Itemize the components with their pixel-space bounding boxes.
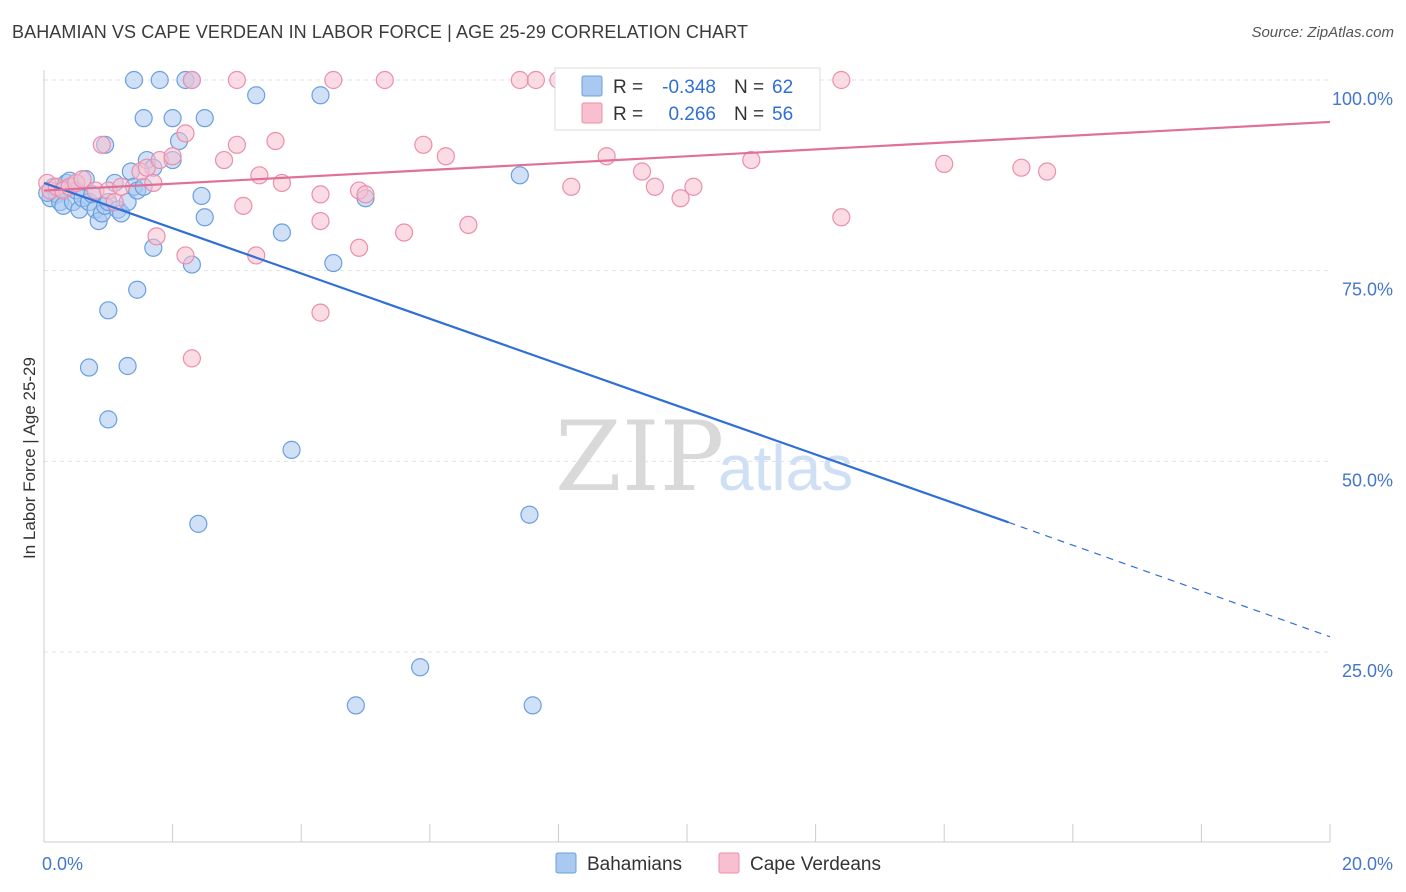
blue-point-31 <box>150 70 169 90</box>
legend-swatch-blue <box>581 75 603 97</box>
legend-n-value-pink: 56 <box>772 104 793 125</box>
blue-point-40 <box>128 280 147 299</box>
ticks-layer: 100.0% 75.0% 50.0% 25.0% 0.0% 20.0% <box>42 89 1393 874</box>
pink-point-28 <box>163 147 182 166</box>
pink-point-57 <box>182 349 201 368</box>
legend-n-label-pink: N = <box>734 104 764 125</box>
y-tick-label-2: 50.0% <box>1342 470 1393 490</box>
legend: R = -0.348 N = 62 R = 0.266 N = 56 <box>554 67 821 131</box>
pink-point-34 <box>356 185 375 204</box>
blue-point-56 <box>520 505 539 524</box>
pink-point-18 <box>324 70 343 90</box>
pink-point-56 <box>311 303 330 322</box>
pink-point-27 <box>266 131 285 151</box>
y-tick-label-1: 75.0% <box>1342 280 1393 300</box>
legend-r-value-blue: -0.348 <box>662 77 716 98</box>
pink-point-26 <box>227 135 246 154</box>
chart-title: BAHAMIAN VS CAPE VERDEAN IN LABOR FORCE … <box>12 22 749 42</box>
pink-point-30 <box>250 166 269 185</box>
legend-r-label-pink: R = <box>613 104 643 125</box>
bottom-legend-swatch-pink <box>718 852 740 874</box>
y-tick-label-3: 25.0% <box>1342 661 1393 681</box>
pink-point-44 <box>645 177 664 196</box>
y-tick-label-0: 100.0% <box>1332 89 1393 109</box>
pink-point-37 <box>597 147 616 166</box>
blue-point-36 <box>311 86 330 105</box>
pink-point-46 <box>671 189 690 208</box>
pink-trend-line <box>43 120 1331 192</box>
blue-point-58 <box>346 696 365 715</box>
blue-point-57 <box>411 658 430 677</box>
blue-point-55 <box>189 514 208 533</box>
pink-point-50 <box>147 227 166 246</box>
pink-point-17 <box>227 70 246 90</box>
legend-n-label-blue: N = <box>734 77 764 98</box>
pink-point-43 <box>562 177 581 196</box>
pink-point-15 <box>92 135 111 154</box>
pink-point-25 <box>176 124 195 143</box>
grid-layer <box>44 79 1330 653</box>
pink-point-29 <box>214 150 234 170</box>
bottom-legend-label-blue: Bahamians <box>587 854 682 875</box>
blue-point-34 <box>163 109 182 128</box>
pink-point-39 <box>632 162 652 181</box>
pink-point-41 <box>1012 158 1031 177</box>
blue-point-41 <box>99 301 118 320</box>
blue-point-33 <box>134 109 153 128</box>
trend-layer <box>43 120 1331 638</box>
pink-point-32 <box>311 185 330 204</box>
watermark-zip: ZIP <box>555 401 724 513</box>
pink-point-51 <box>176 246 195 265</box>
blue-point-49 <box>510 166 529 185</box>
x-tick-label-0: 0.0% <box>42 854 83 874</box>
pink-point-48 <box>311 211 330 231</box>
pink-point-47 <box>234 196 253 215</box>
blue-point-51 <box>118 356 137 376</box>
legend-n-value-blue: 62 <box>772 77 793 98</box>
blue-point-42 <box>192 186 211 206</box>
blue-point-52 <box>79 358 99 377</box>
blue-point-43 <box>195 208 214 227</box>
pink-point-24 <box>832 70 851 90</box>
chart-source: Source: ZipAtlas.com <box>1251 24 1394 41</box>
bottom-legend: Bahamians Cape Verdeans <box>555 852 881 875</box>
blue-point-30 <box>124 70 144 90</box>
pink-point-42 <box>1037 162 1057 181</box>
blue-point-37 <box>195 109 214 128</box>
pink-point-38 <box>742 150 761 170</box>
pink-point-16 <box>182 70 201 90</box>
legend-r-label-blue: R = <box>613 77 643 98</box>
legend-r-value-pink: 0.266 <box>668 104 716 125</box>
pink-point-45 <box>684 177 703 196</box>
pink-point-19 <box>375 70 394 90</box>
pink-point-53 <box>394 223 414 242</box>
pink-point-49 <box>459 215 478 235</box>
pink-point-40 <box>935 154 954 173</box>
bottom-legend-swatch-blue <box>555 852 577 874</box>
blue-point-46 <box>272 223 292 242</box>
pink-point-13 <box>144 173 163 193</box>
pink-point-21 <box>526 70 545 90</box>
bottom-legend-label-pink: Cape Verdeans <box>750 854 881 875</box>
pink-point-36 <box>436 147 455 166</box>
x-tick-label-1: 20.0% <box>1342 854 1393 874</box>
pink-point-35 <box>414 135 433 154</box>
blue-point-54 <box>282 440 301 459</box>
pink-point-55 <box>832 208 851 227</box>
blue-point-59 <box>523 696 542 715</box>
pink-point-52 <box>349 238 369 257</box>
blue-trend-extension <box>1008 521 1331 638</box>
pink-point-20 <box>510 70 529 90</box>
blue-point-35 <box>247 86 266 105</box>
blue-trend-line <box>43 181 1009 524</box>
y-axis-label: In Labor Force | Age 25-29 <box>20 357 39 559</box>
blue-point-53 <box>99 410 118 429</box>
blue-point-47 <box>324 253 343 273</box>
legend-swatch-pink <box>581 102 603 124</box>
points-layer <box>38 70 1057 715</box>
